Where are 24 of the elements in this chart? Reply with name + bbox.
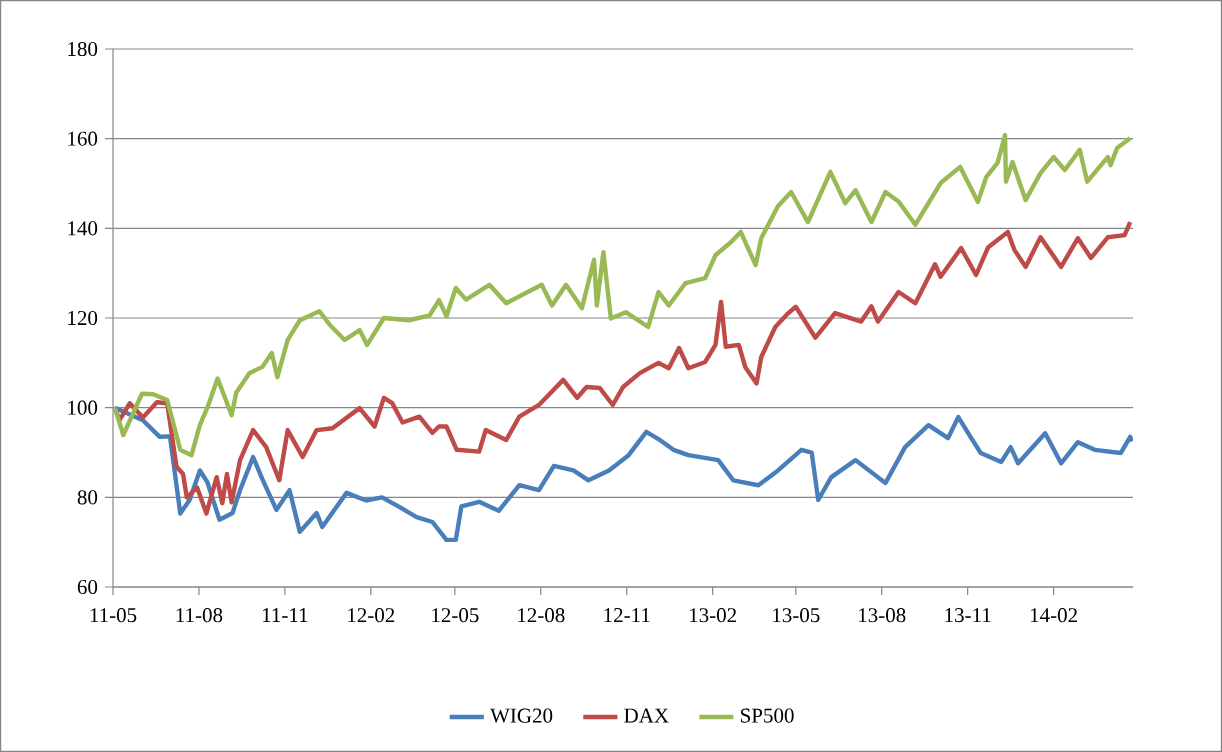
y-tick-label: 80 [77, 490, 98, 505]
y-tick-label: 180 [68, 41, 98, 57]
x-tick-label: 11-08 [176, 608, 223, 623]
y-tick-label: 120 [68, 310, 98, 326]
x-tick-label: 13-02 [690, 608, 737, 623]
x-tick-label: 12-02 [348, 608, 395, 623]
legend-label: DAX [624, 708, 669, 723]
line-series [113, 132, 1133, 458]
x-tick-label: 11-11 [263, 608, 308, 622]
legend-label: WIG20 [490, 708, 553, 723]
y-tick-label: 140 [68, 221, 98, 236]
x-tick-label: 13-11 [945, 608, 991, 623]
y-tick-label: 60 [77, 579, 98, 595]
x-tick-label: 12-11 [604, 608, 650, 622]
y-tick-label: 100 [68, 400, 98, 415]
x-tick-label: 13-05 [773, 608, 820, 623]
y-tick-label: 160 [68, 131, 98, 146]
line-series [113, 405, 1133, 543]
x-tick-label: 12-08 [518, 608, 565, 623]
legend-label: SP500 [741, 708, 794, 723]
x-tick-label: 14-02 [1030, 608, 1077, 623]
x-tick-label: 12-05 [432, 608, 479, 623]
x-tick-label: 11-05 [90, 608, 137, 623]
x-tick-label: 13-08 [859, 608, 906, 623]
